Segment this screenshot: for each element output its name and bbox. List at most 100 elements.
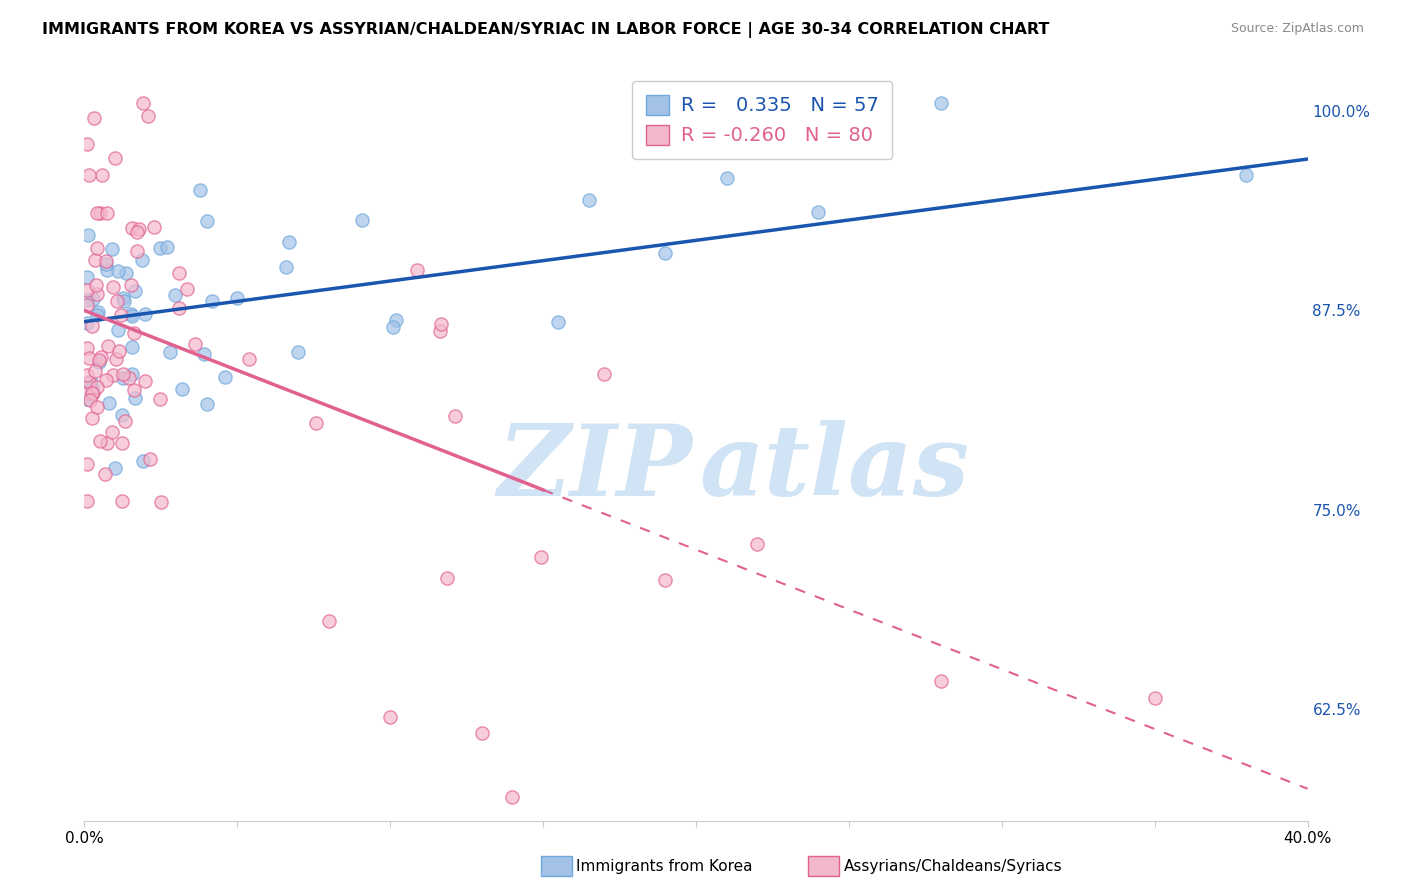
Point bbox=[578, 194, 600, 208]
Point bbox=[98, 396, 121, 410]
Point bbox=[134, 307, 156, 321]
Point bbox=[193, 347, 215, 361]
Text: Immigrants from Korea: Immigrants from Korea bbox=[576, 859, 754, 873]
Point bbox=[226, 291, 249, 305]
Point bbox=[134, 375, 156, 389]
Point bbox=[94, 467, 117, 481]
Point bbox=[195, 213, 218, 227]
Point bbox=[89, 434, 111, 449]
Point bbox=[1236, 168, 1258, 182]
Point bbox=[1143, 690, 1166, 705]
Point bbox=[76, 341, 98, 355]
Point bbox=[86, 241, 108, 255]
Point bbox=[76, 137, 98, 152]
Point bbox=[120, 278, 142, 293]
Point bbox=[111, 436, 134, 450]
Point bbox=[384, 313, 406, 327]
Point bbox=[305, 416, 328, 430]
Point bbox=[188, 183, 211, 197]
Point bbox=[111, 409, 134, 423]
Point bbox=[103, 368, 125, 382]
Point bbox=[114, 414, 136, 428]
Point bbox=[91, 168, 114, 182]
Point bbox=[76, 298, 98, 312]
Point bbox=[530, 549, 553, 564]
Point bbox=[159, 344, 181, 359]
Point bbox=[77, 227, 100, 242]
Point bbox=[929, 96, 952, 111]
Point bbox=[120, 307, 142, 321]
Point bbox=[84, 278, 107, 293]
Point bbox=[132, 96, 155, 111]
Point bbox=[100, 425, 122, 440]
Point bbox=[132, 454, 155, 468]
Point bbox=[87, 305, 110, 319]
Point bbox=[86, 309, 108, 323]
Point bbox=[380, 710, 402, 724]
Point bbox=[87, 355, 110, 369]
Point bbox=[121, 309, 143, 323]
Point bbox=[103, 279, 125, 293]
Point bbox=[136, 109, 159, 123]
Point bbox=[90, 350, 112, 364]
Point bbox=[502, 789, 524, 804]
Point bbox=[86, 206, 108, 220]
Point bbox=[76, 270, 98, 285]
Legend: R =   0.335   N = 57, R = -0.260   N = 80: R = 0.335 N = 57, R = -0.260 N = 80 bbox=[633, 81, 893, 159]
Point bbox=[97, 339, 120, 353]
Point bbox=[444, 409, 467, 423]
Point bbox=[149, 392, 172, 406]
Point bbox=[80, 382, 103, 396]
Point bbox=[80, 411, 103, 425]
Point bbox=[547, 315, 569, 329]
Point bbox=[747, 537, 769, 551]
Point bbox=[80, 319, 103, 334]
Point bbox=[430, 318, 453, 332]
Point bbox=[77, 168, 100, 182]
Point bbox=[274, 260, 297, 275]
Point bbox=[111, 493, 134, 508]
Point bbox=[167, 301, 190, 316]
Point bbox=[100, 243, 122, 257]
Point bbox=[80, 375, 103, 389]
Point bbox=[214, 369, 236, 384]
Point bbox=[318, 615, 340, 629]
Point bbox=[94, 373, 117, 387]
Point bbox=[156, 240, 179, 254]
Point bbox=[929, 674, 952, 689]
Point bbox=[593, 368, 616, 382]
Point bbox=[96, 205, 118, 219]
Point bbox=[112, 291, 135, 305]
Point bbox=[86, 400, 108, 414]
Point bbox=[77, 351, 100, 365]
Text: Assyrians/Chaldeans/Syriacs: Assyrians/Chaldeans/Syriacs bbox=[844, 859, 1062, 873]
Point bbox=[105, 351, 128, 366]
Point bbox=[149, 241, 172, 255]
Point bbox=[104, 461, 127, 475]
Point bbox=[76, 457, 98, 471]
Point bbox=[406, 263, 429, 277]
Point bbox=[170, 383, 193, 397]
Point bbox=[76, 368, 98, 382]
Point bbox=[238, 351, 260, 366]
Point bbox=[76, 386, 98, 401]
Point bbox=[76, 392, 98, 406]
Point bbox=[76, 293, 98, 307]
Point bbox=[96, 263, 118, 277]
Point bbox=[176, 281, 198, 295]
Point bbox=[142, 220, 165, 235]
Point bbox=[352, 213, 374, 227]
Point bbox=[807, 205, 830, 219]
Point bbox=[429, 324, 451, 338]
Point bbox=[96, 435, 118, 450]
Text: Source: ZipAtlas.com: Source: ZipAtlas.com bbox=[1230, 22, 1364, 36]
Point bbox=[471, 726, 494, 740]
Point bbox=[184, 337, 207, 351]
Point bbox=[105, 293, 128, 308]
Point bbox=[287, 345, 309, 359]
Point bbox=[76, 493, 98, 508]
Point bbox=[83, 112, 105, 126]
Point bbox=[122, 326, 145, 340]
Text: atlas: atlas bbox=[700, 420, 970, 516]
Point bbox=[124, 284, 146, 298]
